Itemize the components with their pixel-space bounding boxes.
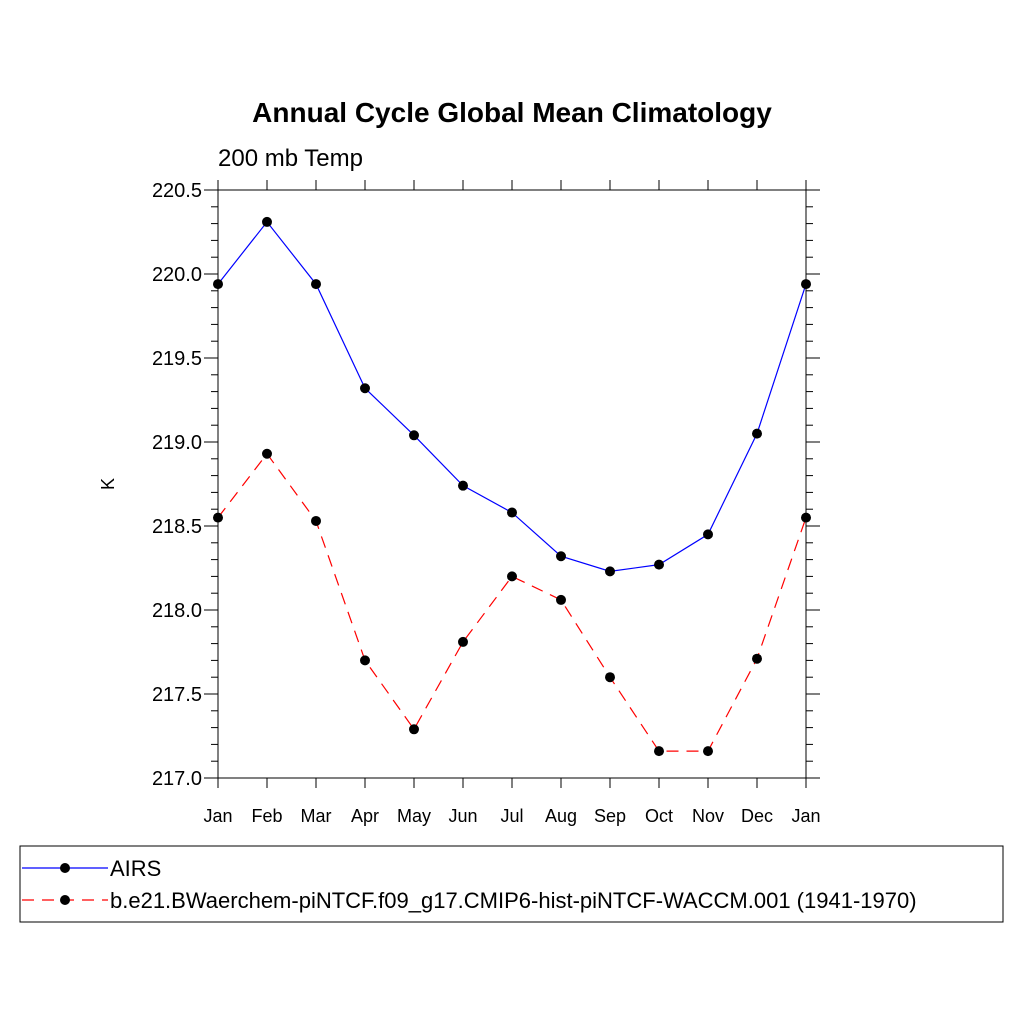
data-point-series-1 — [507, 507, 517, 518]
x-tick-label: Feb — [251, 806, 282, 826]
data-point-series-1 — [556, 551, 566, 562]
x-tick-label: Aug — [545, 806, 577, 826]
data-point-series-1 — [213, 279, 223, 290]
data-point-series-1 — [801, 279, 811, 290]
data-point-series-1 — [752, 428, 762, 439]
x-tick-label: Apr — [351, 806, 379, 826]
series-layer — [213, 216, 811, 757]
y-tick-label: 218.5 — [152, 516, 202, 538]
data-point-series-2 — [458, 636, 468, 647]
data-point-series-1 — [409, 430, 419, 441]
data-point-series-2 — [262, 448, 272, 459]
data-point-series-2 — [752, 653, 762, 664]
x-tick-label: Mar — [301, 806, 332, 826]
x-tick-label: Jan — [791, 806, 820, 826]
data-point-series-1 — [605, 566, 615, 577]
y-tick-label: 218.0 — [152, 600, 202, 622]
axes-layer: Jan Feb Mar Apr May Jun Jul Aug Sep Oct Nov Dec Jan2… — [152, 180, 821, 826]
y-tick-label: 220.5 — [152, 180, 202, 202]
data-point-series-2 — [605, 672, 615, 683]
x-tick-label: Jul — [500, 806, 523, 826]
data-point-series-2 — [409, 724, 419, 735]
x-tick-label: Oct — [645, 806, 673, 826]
chart-title: Annual Cycle Global Mean Climatology — [252, 97, 772, 128]
y-tick-label: 219.0 — [152, 432, 202, 454]
data-point-series-2 — [556, 594, 566, 605]
data-point-series-1 — [262, 216, 272, 227]
plot-frame — [217, 189, 807, 779]
y-tick-label: 217.5 — [152, 684, 202, 706]
x-tick-label: Jan — [203, 806, 232, 826]
data-point-series-1 — [703, 529, 713, 540]
legend-marker — [60, 895, 70, 905]
x-tick-label: Jun — [448, 806, 477, 826]
data-point-series-2 — [703, 746, 713, 757]
data-point-series-1 — [654, 559, 664, 570]
legend-label: b.e21.BWaerchem-piNTCF.f09_g17.CMIP6-his… — [110, 888, 917, 913]
y-tick-label: 219.5 — [152, 348, 202, 370]
x-tick-label: May — [397, 806, 431, 826]
data-point-series-2 — [360, 655, 370, 666]
data-point-series-2 — [654, 746, 664, 757]
x-tick-label: Sep — [594, 806, 626, 826]
data-point-series-1 — [360, 383, 370, 394]
legend-layer: AIRS b.e21.BWaerchem-piNTCF.f09_g17.CMIP6… — [22, 856, 917, 913]
data-point-series-2 — [507, 571, 517, 582]
x-tick-label: Nov — [692, 806, 724, 826]
data-point-series-2 — [311, 515, 321, 526]
series-line-1 — [217, 220, 807, 572]
y-axis-label: K — [98, 478, 118, 490]
y-tick-label: 220.0 — [152, 264, 202, 286]
legend-label: AIRS — [110, 856, 161, 881]
y-tick-label: 217.0 — [152, 768, 202, 790]
data-point-series-2 — [801, 512, 811, 523]
data-point-series-2 — [213, 512, 223, 523]
series-line-2 — [217, 452, 807, 752]
chart-subtitle: 200 mb Temp — [218, 145, 363, 172]
data-point-series-1 — [458, 480, 468, 491]
legend-marker — [60, 863, 70, 873]
legend-box — [19, 845, 1004, 923]
x-tick-label: Dec — [741, 806, 773, 826]
data-point-series-1 — [311, 279, 321, 290]
